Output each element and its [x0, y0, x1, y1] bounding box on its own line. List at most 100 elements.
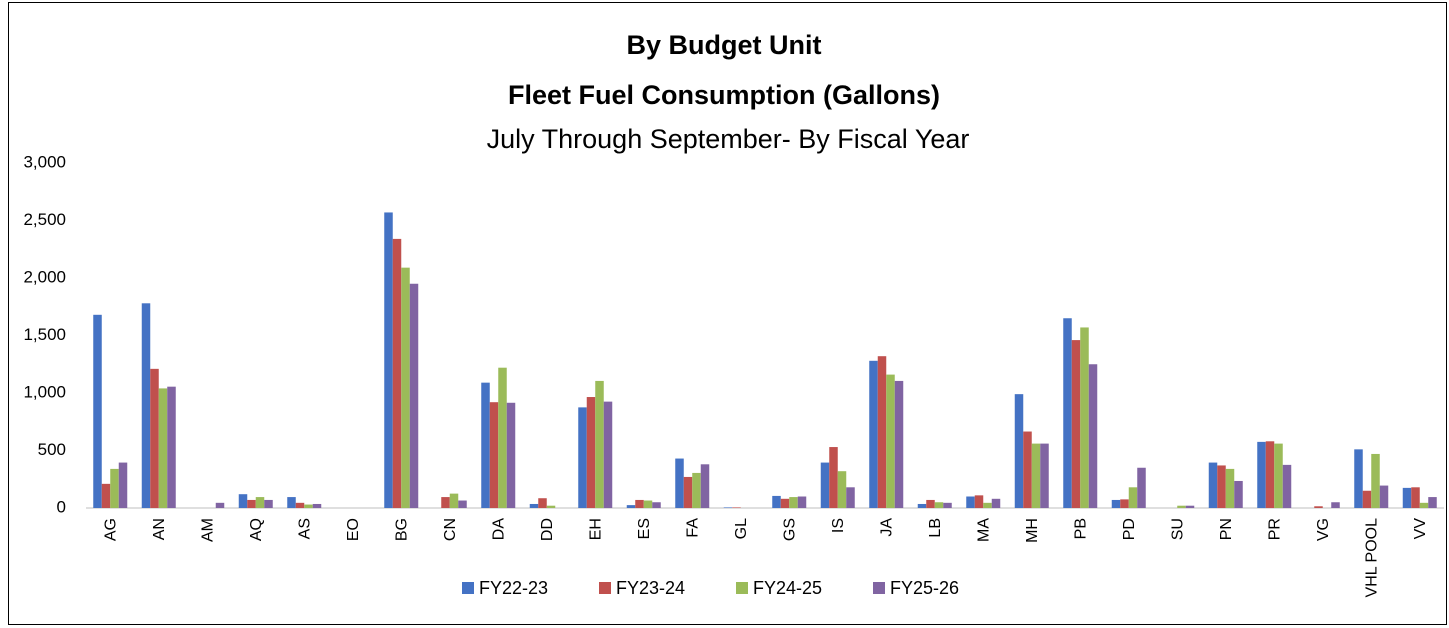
x-tick-label: VG — [1315, 518, 1332, 541]
y-tick-label: 1,000 — [23, 382, 66, 401]
y-tick-label: 3,000 — [23, 152, 66, 171]
bar — [675, 458, 684, 508]
bar — [683, 476, 693, 508]
bar — [837, 471, 847, 508]
bar — [1257, 441, 1266, 508]
x-tick-label: CN — [442, 518, 459, 541]
chart-subtitle: July Through September- By Fiscal Year — [487, 124, 970, 154]
bar — [877, 356, 887, 508]
bar — [538, 498, 547, 508]
bar — [869, 360, 878, 508]
bar — [93, 314, 102, 508]
bar — [595, 380, 604, 508]
bar — [1428, 497, 1437, 508]
bar — [1362, 490, 1372, 508]
bar — [141, 303, 151, 508]
x-tick-label: AN — [151, 518, 168, 540]
bar — [1208, 462, 1218, 508]
bar — [603, 401, 613, 508]
bar — [1331, 502, 1340, 508]
bar — [1402, 487, 1412, 508]
chart-subtitle: Fleet Fuel Consumption (Gallons) — [508, 80, 940, 110]
x-tick-label: EH — [587, 518, 604, 540]
bar — [1411, 487, 1420, 508]
x-tick-label: AG — [102, 518, 119, 541]
bar — [652, 502, 661, 508]
x-tick-label: PD — [1121, 518, 1138, 540]
bar — [626, 505, 636, 508]
bar — [586, 397, 596, 508]
bar — [264, 499, 273, 508]
bar — [723, 507, 733, 508]
y-tick-label: 1,500 — [23, 325, 66, 344]
bar — [578, 407, 587, 508]
bar — [934, 502, 944, 508]
legend-label: FY25-26 — [890, 578, 959, 598]
bar — [287, 497, 296, 508]
bar — [1120, 499, 1129, 508]
bar — [1137, 467, 1146, 508]
bar — [167, 386, 176, 508]
bar — [481, 382, 490, 508]
bar — [789, 497, 798, 508]
legend-swatch — [599, 582, 611, 594]
bar — [700, 464, 710, 508]
bar — [772, 495, 781, 508]
bar — [409, 283, 419, 508]
bar — [1080, 327, 1089, 508]
bar — [449, 493, 459, 508]
bar — [1071, 340, 1081, 508]
x-tick-label: ES — [636, 518, 653, 539]
bar — [247, 499, 256, 508]
bar — [1225, 468, 1235, 508]
bar — [1177, 505, 1186, 508]
x-tick-label: GL — [733, 518, 750, 539]
bar — [1111, 499, 1121, 508]
bar — [1371, 453, 1380, 508]
bar — [692, 472, 701, 508]
bar — [1040, 443, 1049, 508]
bar — [1274, 443, 1283, 508]
bar — [312, 503, 322, 508]
bar — [392, 238, 402, 508]
bar — [797, 496, 807, 508]
legend-label: FY24-25 — [753, 578, 822, 598]
bar — [966, 496, 975, 508]
x-tick-label: LB — [927, 518, 944, 538]
bar — [498, 367, 507, 508]
bar — [732, 507, 741, 508]
bar — [846, 487, 855, 508]
bar — [295, 502, 305, 508]
bar — [780, 498, 790, 508]
bar — [1063, 318, 1072, 508]
bar — [255, 497, 265, 508]
x-tick-label: DD — [539, 518, 556, 541]
bar — [1088, 364, 1098, 508]
bar — [1023, 431, 1032, 508]
bar — [983, 502, 992, 508]
legend-label: FY22-23 — [479, 578, 548, 598]
y-tick-label: 500 — [38, 440, 66, 459]
bar — [546, 505, 556, 508]
bar — [886, 374, 895, 508]
bar — [635, 499, 644, 508]
x-tick-label: SU — [1169, 518, 1186, 540]
bar — [384, 212, 393, 508]
x-tick-label: PR — [1266, 518, 1283, 540]
bar — [101, 483, 111, 508]
bar — [529, 503, 539, 508]
bar — [894, 380, 904, 508]
bar — [304, 504, 313, 508]
bar — [829, 447, 838, 508]
bar — [110, 468, 119, 508]
bar — [158, 388, 168, 508]
bar — [506, 402, 516, 508]
bar — [401, 267, 410, 508]
chart-title: By Budget Unit — [627, 30, 822, 60]
x-tick-label: IS — [830, 518, 847, 533]
bar — [150, 368, 159, 508]
x-tick-label: FA — [684, 518, 701, 538]
bar — [118, 462, 128, 508]
bar — [974, 495, 984, 508]
